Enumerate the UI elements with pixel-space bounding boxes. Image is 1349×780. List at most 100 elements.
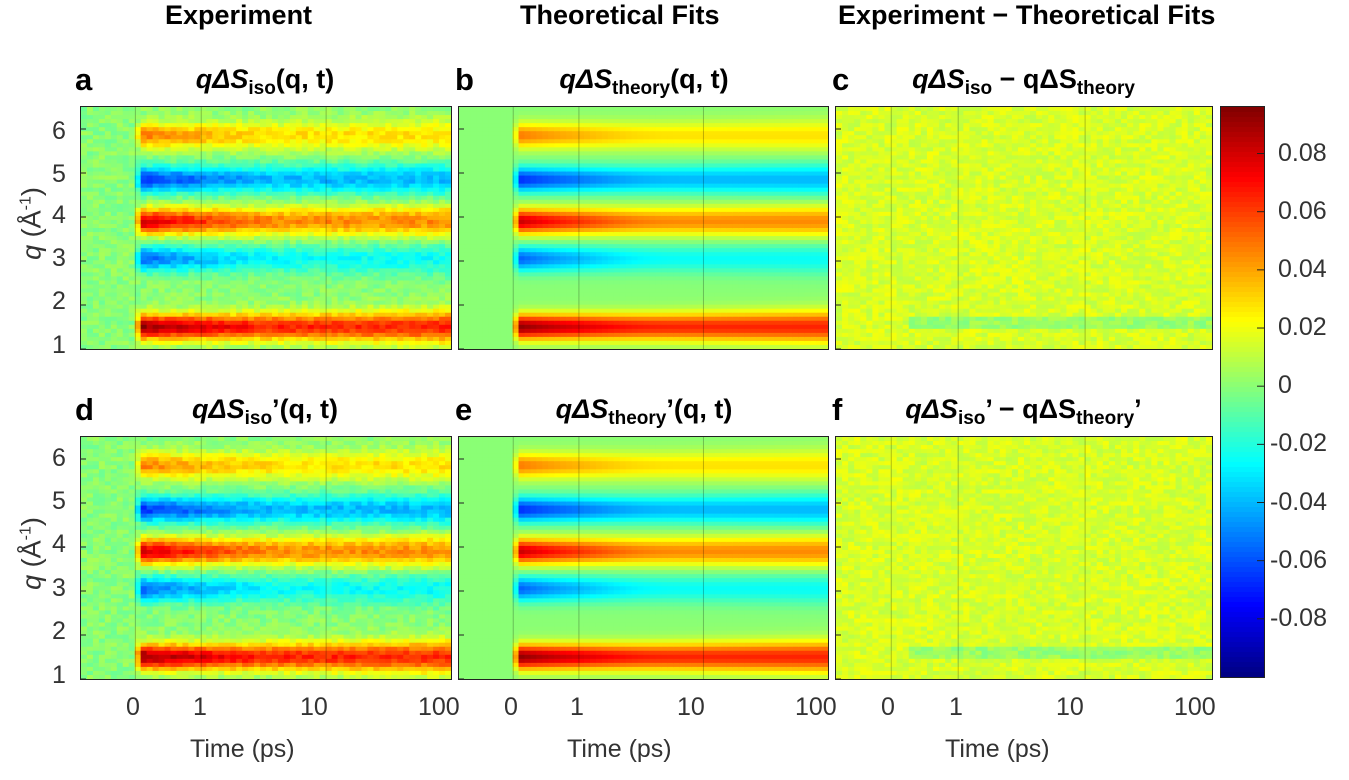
heatmap-cell [224, 127, 231, 132]
heatmap-cell [301, 316, 309, 322]
heatmap-cell [140, 324, 148, 330]
heatmap-cell [361, 171, 369, 177]
heatmap-cell [482, 203, 490, 209]
heatmap-cell [81, 187, 88, 193]
heatmap-cell [524, 328, 532, 334]
heatmap-cell [295, 244, 303, 249]
heatmap-cell [385, 232, 392, 237]
heatmap-cell [409, 135, 416, 140]
heatmap-cell [277, 119, 285, 124]
heatmap-cell [385, 240, 392, 245]
heatmap-cell [397, 312, 404, 318]
heatmap-cell [128, 336, 136, 342]
heatmap-cell [110, 344, 118, 349]
heatmap-cell [164, 111, 172, 116]
heatmap-cell [254, 127, 261, 132]
heatmap-cell [152, 332, 160, 338]
heatmap-cell [391, 256, 398, 261]
heatmap-cell [542, 320, 549, 326]
heatmap-cell [331, 300, 339, 306]
heatmap-cell [548, 143, 555, 148]
heatmap-cell [98, 163, 106, 169]
heatmap-cell [206, 276, 213, 282]
heatmap-cell [86, 151, 94, 156]
heatmap-cell [343, 191, 351, 197]
heatmap-cell [439, 223, 446, 229]
heatmap-cell [236, 159, 243, 165]
heatmap-cell [349, 280, 357, 286]
heatmap-cell [200, 155, 207, 161]
heatmap-cell [355, 155, 363, 161]
heatmap-cell [110, 119, 118, 124]
heatmap-cell [433, 336, 440, 342]
heatmap-cell [524, 236, 532, 241]
heatmap-cell [200, 344, 207, 349]
heatmap-cell [403, 344, 410, 349]
heatmap-cell [152, 123, 160, 128]
heatmap-cell [445, 123, 451, 128]
heatmap-cell [212, 135, 219, 140]
heatmap-cell [248, 183, 255, 189]
heatmap-cell [218, 179, 225, 185]
heatmap-cell [560, 308, 567, 314]
heatmap-cell [524, 183, 532, 189]
heatmap-cell [506, 167, 514, 173]
heatmap-cell [230, 312, 237, 318]
heatmap-cell [116, 207, 124, 213]
heatmap-cell [200, 272, 207, 277]
heatmap-cell [385, 260, 392, 265]
heatmap-cell [494, 340, 502, 346]
heatmap-cell [170, 179, 178, 185]
heatmap-cell [295, 296, 303, 302]
heatmap-cell [361, 191, 369, 197]
heatmap-cell [230, 195, 237, 201]
heatmap-cell [566, 199, 573, 205]
heatmap-cell [421, 215, 428, 221]
heatmap-cell [445, 135, 451, 140]
heatmap-cell [254, 143, 261, 148]
heatmap-cell [212, 131, 219, 136]
heatmap-cell [476, 203, 484, 209]
heatmap-cell [128, 187, 136, 193]
heatmap-cell [421, 252, 428, 257]
heatmap-cell [319, 256, 327, 261]
heatmap-cell [530, 252, 537, 257]
heatmap-cell [200, 167, 207, 173]
heatmap-cell [122, 240, 130, 245]
heatmap-cell [307, 320, 315, 326]
heatmap-cell [331, 159, 339, 165]
heatmap-cell [86, 300, 94, 306]
heatmap-cell [367, 107, 375, 112]
heatmap-cell [554, 248, 561, 253]
heatmap-cell [415, 332, 422, 338]
heatmap-cell [445, 256, 451, 261]
heatmap-cell [385, 292, 392, 298]
heatmap-cell [500, 203, 508, 209]
heatmap-cell [98, 179, 106, 185]
heatmap-cell [236, 320, 243, 326]
heatmap-cell [403, 203, 410, 209]
heatmap-cell [512, 304, 520, 310]
heatmap-cell [536, 199, 543, 205]
heatmap-cell [439, 336, 446, 342]
heatmap-cell [433, 111, 440, 116]
heatmap-cell [307, 256, 315, 261]
heatmap-cell [337, 344, 345, 349]
heatmap-cell [421, 147, 428, 152]
heatmap-cell [200, 111, 207, 116]
heatmap-cell [464, 171, 472, 177]
heatmap-cell [470, 280, 478, 286]
heatmap-cell [104, 320, 112, 326]
heatmap-cell [343, 292, 351, 298]
heatmap-cell [367, 244, 375, 249]
heatmap-cell [373, 111, 380, 116]
heatmap-cell [572, 280, 579, 286]
heatmap-cell [560, 344, 567, 349]
heatmap-cell [248, 127, 255, 132]
heatmap-cell [218, 260, 225, 265]
heatmap-cell [277, 308, 285, 314]
heatmap-cell [439, 260, 446, 265]
heatmap-cell [134, 336, 142, 342]
heatmap-cell [337, 288, 345, 294]
heatmap-cell [421, 312, 428, 318]
